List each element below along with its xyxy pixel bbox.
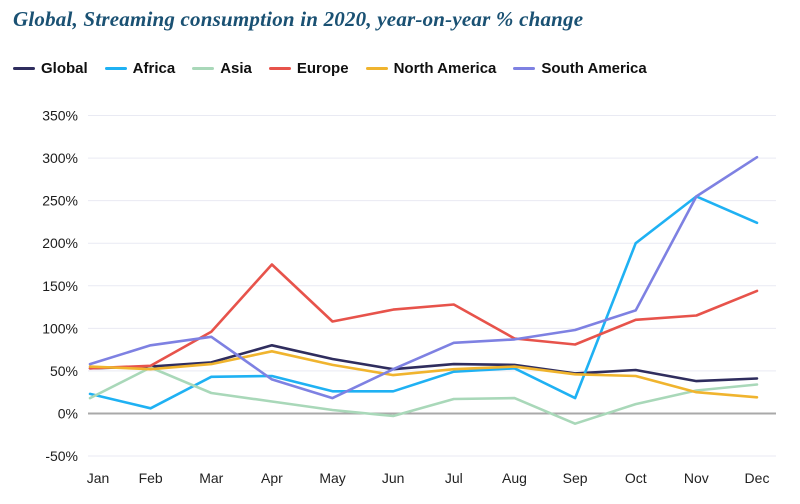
x-tick-label: Apr	[261, 470, 283, 486]
y-tick-label: 50%	[50, 363, 78, 379]
y-tick-label: 0%	[58, 405, 78, 421]
legend-label: Africa	[132, 60, 176, 77]
y-tick-label: 100%	[42, 320, 78, 336]
x-tick-label: Oct	[625, 470, 647, 486]
legend-item-global: Global	[13, 60, 88, 77]
legend-swatch	[192, 67, 215, 70]
x-tick-label: Jul	[445, 470, 463, 486]
y-tick-label: 250%	[42, 193, 78, 209]
x-tick-label: Sep	[563, 470, 588, 486]
x-tick-label: Mar	[199, 470, 223, 486]
y-tick-label: 200%	[42, 235, 78, 251]
series-line-south-america	[88, 155, 759, 400]
series-line-europe	[88, 263, 759, 370]
legend-label: Global	[41, 60, 88, 77]
legend-item-europe: Europe	[268, 60, 349, 77]
x-tick-label: Jan	[87, 470, 110, 486]
y-tick-label: 350%	[42, 108, 78, 124]
legend-swatch	[13, 67, 35, 70]
legend-item-asia: Asia	[192, 60, 252, 77]
legend-item-south-america: South America	[513, 60, 647, 77]
page-title: Global, Streaming consumption in 2020, y…	[13, 7, 584, 31]
y-tick-label: 300%	[42, 150, 78, 166]
y-tick-label: -50%	[45, 448, 78, 464]
legend-label: South America	[541, 60, 647, 77]
x-tick-label: May	[319, 470, 345, 486]
legend-swatch	[104, 67, 127, 70]
x-tick-label: Nov	[684, 470, 709, 486]
legend-label: North America	[393, 60, 497, 77]
chart-area: 350% 300% 250% 200% 150% 100% 50% 0% -50% Jan Feb M…	[0, 95, 800, 499]
legend-swatch	[268, 67, 291, 70]
series-line-asia	[88, 366, 759, 426]
x-tick-label: Feb	[139, 470, 163, 486]
legend-item-north-america: North America	[365, 60, 497, 77]
x-tick-label: Dec	[745, 470, 770, 486]
legend-item-africa: Africa	[104, 60, 176, 77]
chart-legend: Global Africa Asia Europe North America South…	[13, 60, 647, 77]
series-line-north-america	[88, 349, 759, 399]
legend-label: Asia	[220, 60, 252, 77]
x-tick-label: Jun	[382, 470, 405, 486]
series-line-global	[88, 344, 759, 383]
legend-label: Europe	[296, 60, 349, 77]
legend-swatch	[365, 67, 388, 70]
y-tick-label: 150%	[42, 278, 78, 294]
chart-canvas: 350% 300% 250% 200% 150% 100% 50% 0% -50% Jan Feb M…	[42, 108, 776, 486]
series-line-africa	[88, 195, 759, 410]
x-tick-label: Aug	[502, 470, 527, 486]
legend-swatch	[513, 67, 536, 70]
